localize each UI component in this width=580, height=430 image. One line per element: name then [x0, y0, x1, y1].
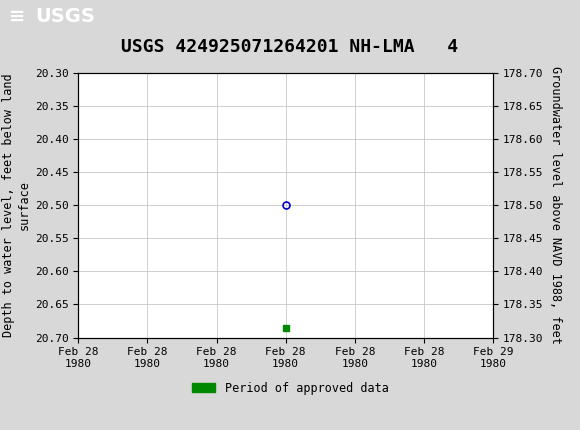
Text: USGS 424925071264201 NH-LMA   4: USGS 424925071264201 NH-LMA 4 — [121, 38, 459, 56]
Text: ≡: ≡ — [9, 6, 25, 26]
Text: USGS: USGS — [35, 6, 95, 26]
Y-axis label: Depth to water level, feet below land
surface: Depth to water level, feet below land su… — [2, 74, 31, 337]
Y-axis label: Groundwater level above NAVD 1988, feet: Groundwater level above NAVD 1988, feet — [549, 66, 562, 344]
Legend: Period of approved data: Period of approved data — [187, 377, 393, 399]
